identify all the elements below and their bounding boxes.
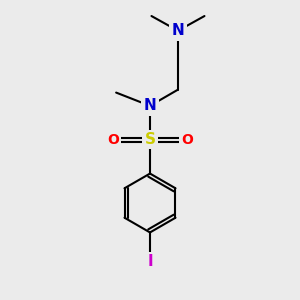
Text: N: N <box>172 23 184 38</box>
Text: N: N <box>144 98 156 113</box>
Text: O: O <box>181 133 193 147</box>
Text: S: S <box>145 132 155 147</box>
Text: O: O <box>107 133 119 147</box>
Text: I: I <box>147 254 153 269</box>
